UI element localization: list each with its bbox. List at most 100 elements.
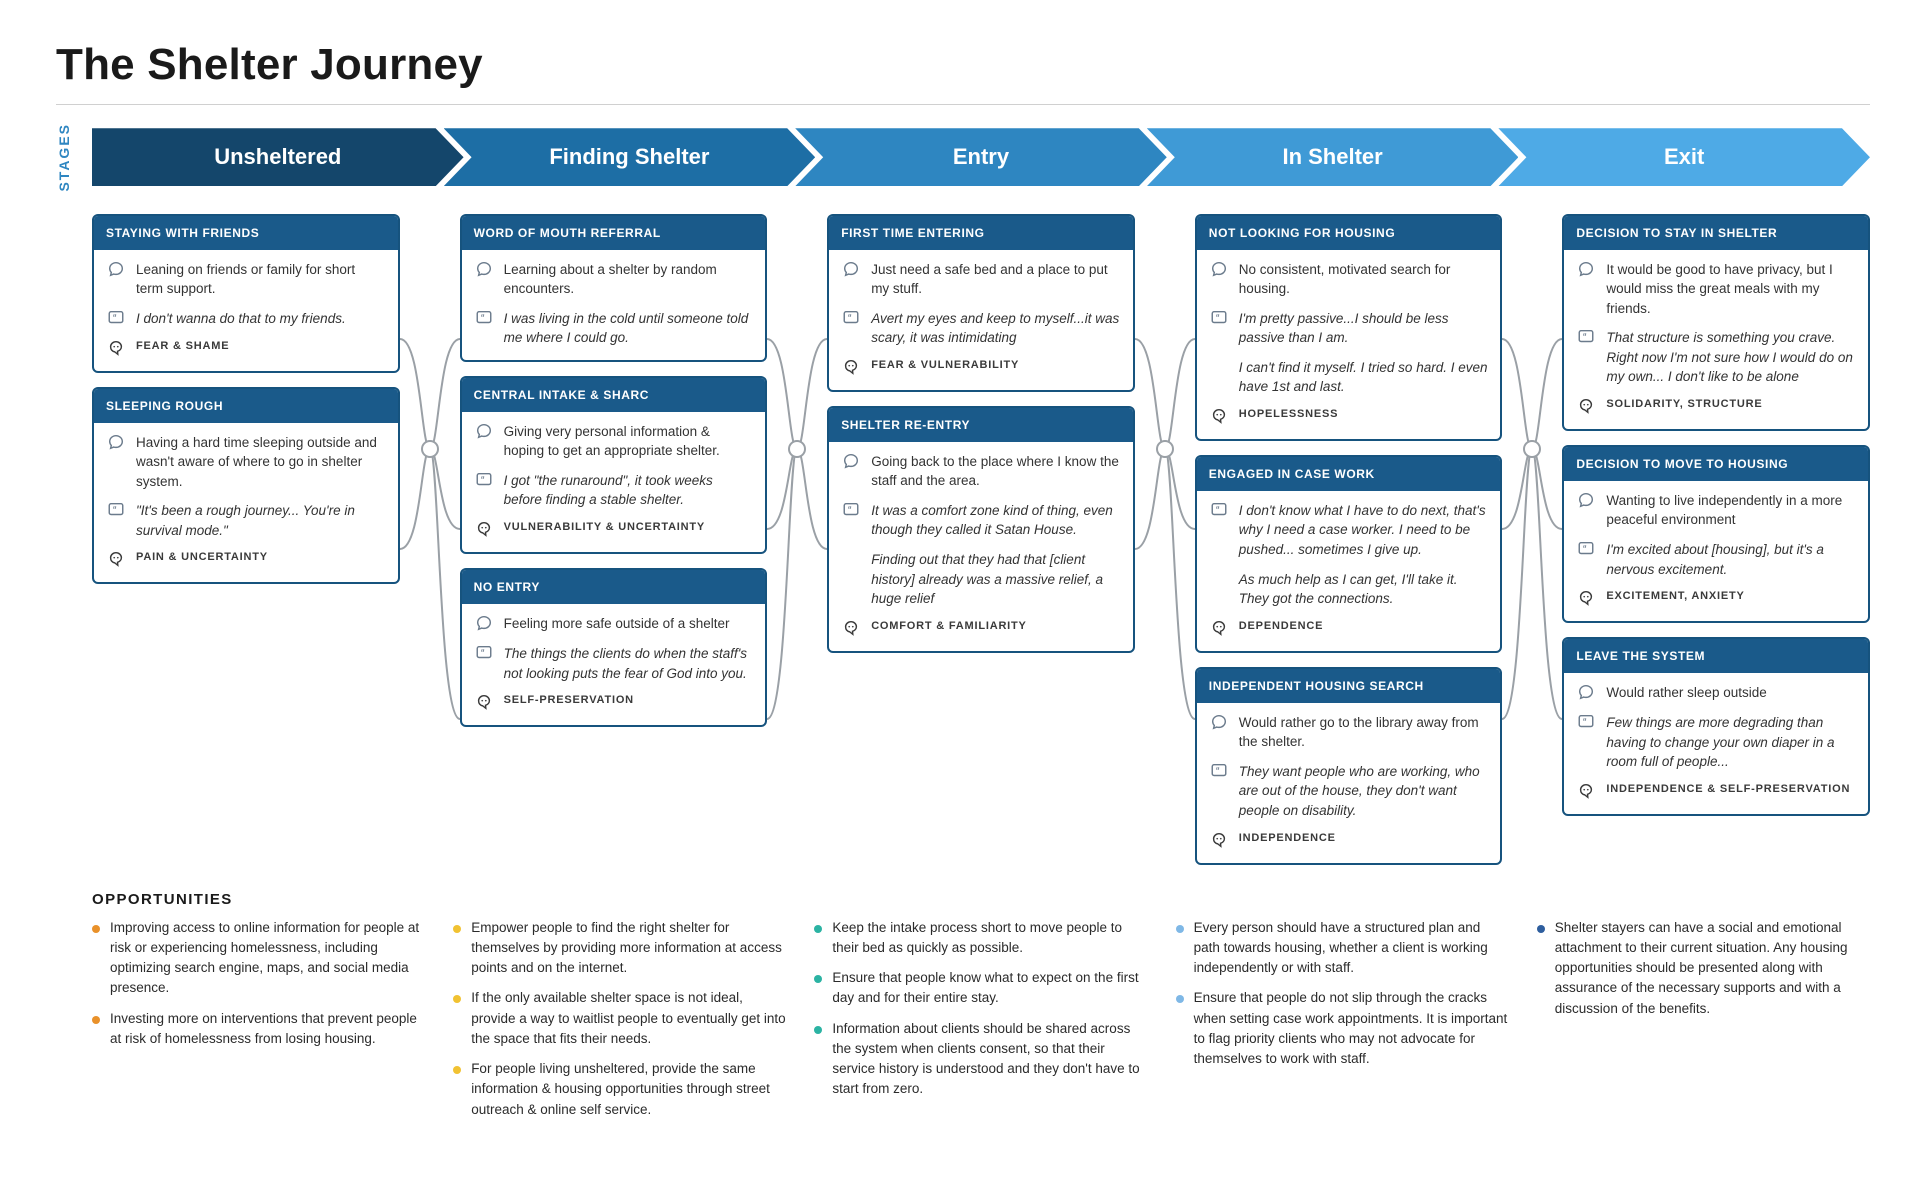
card-feeling-row: FEAR & SHAME [106, 339, 386, 359]
card-feeling-row: PAIN & UNCERTAINTY [106, 550, 386, 570]
card-feeling-row: INDEPENDENCE [1209, 831, 1489, 851]
card-feeling: INDEPENDENCE & SELF-PRESERVATION [1606, 782, 1850, 802]
stage-label: Entry [953, 144, 1009, 170]
card-feeling-row: VULNERABILITY & UNCERTAINTY [474, 520, 754, 540]
card-description: It would be good to have privacy, but I … [1606, 260, 1856, 319]
card-title: NO ENTRY [462, 570, 766, 604]
journey-column: WORD OF MOUTH REFERRAL Learning about a s… [460, 214, 768, 865]
speech-icon [474, 422, 494, 442]
card-quote-row: That structure is something you crave. R… [1576, 328, 1856, 387]
card-description: Would rather go to the library away from… [1239, 713, 1489, 752]
stages-label: STAGES [56, 123, 72, 192]
card-description: Learning about a shelter by random encou… [504, 260, 754, 299]
card-feeling: SOLIDARITY, STRUCTURE [1606, 397, 1762, 417]
opportunity-item: Ensure that people know what to expect o… [814, 968, 1147, 1009]
card-description: Having a hard time sleeping outside and … [136, 433, 386, 492]
quote-icon-spacer [841, 550, 861, 570]
card-description: Leaning on friends or family for short t… [136, 260, 386, 299]
feeling-icon [1209, 619, 1229, 639]
card-description: Wanting to live independently in a more … [1606, 491, 1856, 530]
card-feeling-row: FEAR & VULNERABILITY [841, 358, 1121, 378]
card-feeling: DEPENDENCE [1239, 619, 1323, 639]
journey-card: NOT LOOKING FOR HOUSINGNo consistent, mo… [1195, 214, 1503, 441]
card-description-row: It would be good to have privacy, but I … [1576, 260, 1856, 319]
card-title: STAYING WITH FRIENDS [94, 216, 398, 250]
quote-icon [474, 309, 494, 329]
card-quote: "It's been a rough journey... You're in … [136, 501, 386, 540]
stages-banner: STAGES Unsheltered Finding Shelter Entry In… [56, 123, 1870, 192]
opportunities-grid: Improving access to online information f… [56, 918, 1870, 1130]
card-description-row: Learning about a shelter by random encou… [474, 260, 754, 299]
opportunity-item: Information about clients should be shar… [814, 1019, 1147, 1100]
journey-card: INDEPENDENT HOUSING SEARCHWould rather g… [1195, 667, 1503, 865]
card-quote: That structure is something you crave. R… [1606, 328, 1856, 387]
card-description: No consistent, motivated search for hous… [1239, 260, 1489, 299]
column-connector [1135, 214, 1195, 865]
card-feeling-row: EXCITEMENT, ANXIETY [1576, 589, 1856, 609]
card-description-row: Leaning on friends or family for short t… [106, 260, 386, 299]
feeling-icon [1576, 589, 1596, 609]
card-quote: I'm excited about [housing], but it's a … [1606, 540, 1856, 579]
quote-icon [106, 309, 126, 329]
speech-icon [841, 452, 861, 472]
journey-card: STAYING WITH FRIENDS Leaning on friends o… [92, 214, 400, 373]
speech-icon [474, 614, 494, 634]
card-quote-row: The things the clients do when the staff… [474, 644, 754, 683]
speech-icon [841, 260, 861, 280]
speech-icon [1209, 713, 1229, 733]
journey-card: DECISION TO MOVE TO HOUSING Wanting to li… [1562, 445, 1870, 623]
card-feeling: VULNERABILITY & UNCERTAINTY [504, 520, 705, 540]
card-title: SLEEPING ROUGH [94, 389, 398, 423]
stage-chevron: Finding Shelter [444, 128, 816, 186]
card-quote: I don't wanna do that to my friends. [136, 309, 346, 329]
card-feeling: SELF-PRESERVATION [504, 693, 634, 713]
speech-icon [474, 260, 494, 280]
opportunity-list: Every person should have a structured pl… [1176, 918, 1509, 1130]
card-quote-row: I'm excited about [housing], but it's a … [1576, 540, 1856, 579]
card-description: Would rather sleep outside [1606, 683, 1766, 703]
card-title: DECISION TO STAY IN SHELTER [1564, 216, 1868, 250]
quote-icon-spacer [1209, 358, 1229, 378]
card-title: CENTRAL INTAKE & SHARC [462, 378, 766, 412]
card-description-row: Would rather sleep outside [1576, 683, 1856, 703]
column-connector [1502, 214, 1562, 865]
card-description: Giving very personal information & hopin… [504, 422, 754, 461]
journey-card: DECISION TO STAY IN SHELTER It would be g… [1562, 214, 1870, 431]
stage-chevron: Unsheltered [92, 128, 464, 186]
card-quote-row: Finding out that they had that [client h… [841, 550, 1121, 609]
card-feeling: EXCITEMENT, ANXIETY [1606, 589, 1744, 609]
feeling-icon [474, 693, 494, 713]
stage-chevron: Exit [1498, 128, 1870, 186]
stage-label: Exit [1664, 144, 1704, 170]
card-quote: I'm pretty passive...I should be less pa… [1239, 309, 1489, 348]
feeling-icon [106, 339, 126, 359]
feeling-icon [1576, 782, 1596, 802]
card-feeling-row: SELF-PRESERVATION [474, 693, 754, 713]
card-title: DECISION TO MOVE TO HOUSING [1564, 447, 1868, 481]
stage-chevrons: Unsheltered Finding Shelter Entry In Shelte… [92, 128, 1870, 186]
card-description-row: Feeling more safe outside of a shelter [474, 614, 754, 634]
card-title: SHELTER RE-ENTRY [829, 408, 1133, 442]
journey-column: NOT LOOKING FOR HOUSINGNo consistent, mo… [1195, 214, 1503, 865]
card-quote: Few things are more degrading than havin… [1606, 713, 1856, 772]
feeling-icon [1576, 397, 1596, 417]
card-quote-row: I don't know what I have to do next, tha… [1209, 501, 1489, 560]
journey-card: NO ENTRY Feeling more safe outside of a s… [460, 568, 768, 727]
stage-label: Finding Shelter [549, 144, 709, 170]
speech-icon [1576, 260, 1596, 280]
quote-icon [1209, 501, 1229, 521]
journey-card: SHELTER RE-ENTRYGoing back to the place … [827, 406, 1135, 653]
title-divider [56, 104, 1870, 105]
opportunity-item: If the only available shelter space is n… [453, 988, 786, 1049]
feeling-icon [841, 358, 861, 378]
journey-card: LEAVE THE SYSTEMWould rather sleep outsi… [1562, 637, 1870, 816]
card-quote: I was living in the cold until someone t… [504, 309, 754, 348]
card-title: WORD OF MOUTH REFERRAL [462, 216, 766, 250]
card-feeling: HOPELESSNESS [1239, 407, 1338, 427]
stage-chevron: In Shelter [1147, 128, 1519, 186]
opportunity-item: Improving access to online information f… [92, 918, 425, 999]
card-quote: I got "the runaround", it took weeks bef… [504, 471, 754, 510]
card-feeling: FEAR & SHAME [136, 339, 229, 359]
stage-label: In Shelter [1282, 144, 1382, 170]
card-quote: The things the clients do when the staff… [504, 644, 754, 683]
